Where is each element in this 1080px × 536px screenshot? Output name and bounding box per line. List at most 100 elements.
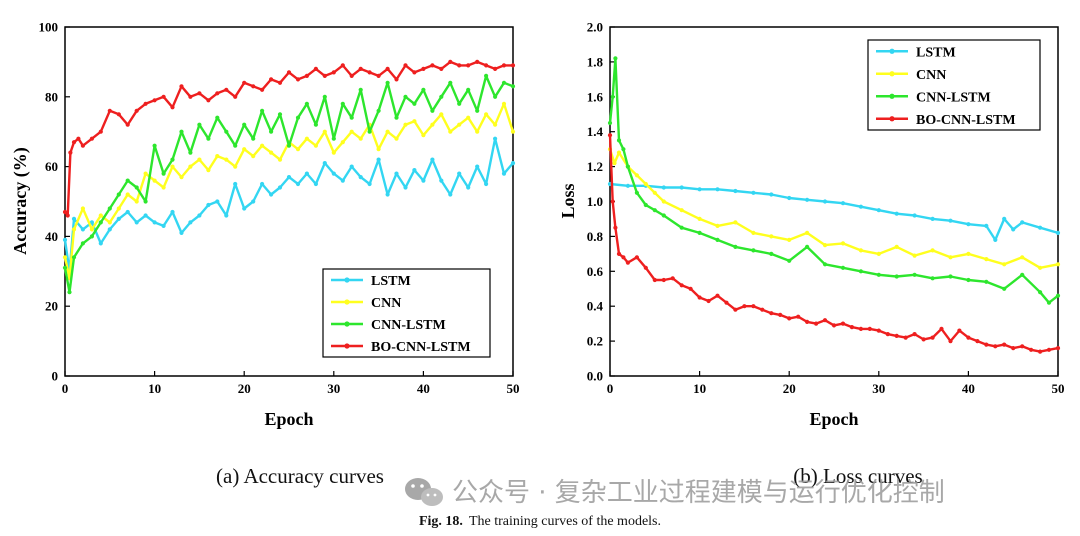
loss-point-cnn — [652, 190, 657, 195]
loss-point-bo-cnn-lstm — [697, 295, 702, 300]
loss-point-bo-cnn-lstm — [921, 337, 926, 342]
acc-point-cnn-lstm — [98, 220, 103, 225]
acc-point-lstm — [116, 216, 121, 221]
loss-point-bo-cnn-lstm — [867, 326, 872, 331]
acc-point-cnn-lstm — [251, 136, 256, 141]
loss-point-cnn-lstm — [607, 120, 613, 126]
loss-point-cnn — [634, 173, 640, 178]
loss-legend-label: LSTM — [916, 45, 956, 60]
loss-point-bo-cnn-lstm — [751, 304, 756, 309]
loss-point-bo-cnn-lstm — [966, 335, 971, 340]
loss-point-cnn — [643, 181, 648, 187]
loss-x-tick-label: 50 — [1052, 381, 1065, 396]
loss-plot: 0 10 20 30 40 50 0.0 0.2 0.4 0.6 0.8 1.0 1.2 1.4 1.6 1.… — [558, 20, 1065, 430]
acc-point-lstm — [484, 181, 489, 187]
acc-point-cnn — [331, 150, 336, 155]
loss-point-bo-cnn-lstm — [715, 293, 720, 298]
loss-point-cnn-lstm — [652, 208, 657, 213]
loss-point-cnn — [912, 253, 917, 258]
acc-point-lstm — [161, 223, 166, 228]
acc-point-cnn — [134, 199, 139, 204]
loss-ticks: 0 10 20 30 40 50 0.0 0.2 0.4 0.6 0.8 1.0 1.2 1.4 1.6 1.… — [587, 20, 1065, 397]
loss-point-lstm — [993, 237, 998, 242]
acc-point-cnn — [313, 143, 318, 148]
acc-point-lstm — [242, 206, 247, 211]
acc-point-cnn-lstm — [421, 87, 426, 92]
acc-series-line-lstm — [63, 137, 514, 273]
acc-point-cnn-lstm — [224, 129, 229, 134]
loss-point-cnn-lstm — [912, 272, 917, 277]
loss-point-cnn — [966, 251, 971, 256]
acc-point-cnn-lstm — [448, 80, 453, 85]
loss-point-bo-cnn-lstm — [984, 342, 989, 347]
acc-point-bo-cnn-lstm — [430, 63, 435, 68]
loss-point-lstm — [679, 185, 684, 190]
loss-point-cnn-lstm — [616, 138, 622, 143]
loss-point-cnn-lstm — [1020, 272, 1025, 277]
acc-point-lstm — [143, 213, 148, 218]
acc-point-cnn-lstm — [376, 108, 381, 113]
acc-point-cnn-lstm — [466, 87, 471, 92]
acc-point-cnn-lstm — [304, 101, 309, 106]
acc-point-bo-cnn-lstm — [215, 91, 220, 96]
acc-point-cnn — [295, 147, 301, 152]
loss-point-cnn-lstm — [930, 276, 935, 281]
acc-point-cnn-lstm — [340, 101, 345, 106]
acc-point-lstm — [286, 175, 292, 180]
watermark-text: 公众号 · 复杂工业过程建模与运行优化控制 — [452, 478, 945, 508]
loss-y-tick-label: 1.2 — [587, 159, 603, 174]
acc-point-lstm — [134, 220, 139, 225]
loss-point-cnn — [697, 216, 702, 221]
acc-x-tick-label: 30 — [327, 381, 340, 396]
loss-point-lstm — [1020, 220, 1025, 225]
loss-point-cnn-lstm — [805, 244, 810, 249]
acc-point-bo-cnn-lstm — [286, 70, 292, 75]
loss-point-bo-cnn-lstm — [1020, 344, 1025, 349]
loss-point-lstm — [1011, 227, 1016, 232]
acc-point-bo-cnn-lstm — [68, 150, 73, 155]
acc-point-lstm — [80, 227, 85, 232]
loss-point-bo-cnn-lstm — [814, 321, 819, 326]
loss-point-bo-cnn-lstm — [634, 255, 640, 260]
loss-legend: LSTM CNN CNN-LSTM BO-CNN-LSTM — [867, 39, 1041, 131]
acc-point-bo-cnn-lstm — [125, 122, 130, 127]
acc-point-bo-cnn-lstm — [134, 108, 139, 113]
acc-point-cnn — [260, 143, 265, 148]
acc-point-bo-cnn-lstm — [62, 209, 68, 215]
acc-point-cnn-lstm — [484, 73, 489, 78]
acc-point-lstm — [295, 181, 301, 187]
acc-point-lstm — [179, 230, 184, 235]
loss-point-bo-cnn-lstm — [831, 323, 837, 328]
loss-y-tick-label: 1.6 — [587, 89, 604, 104]
loss-point-lstm — [1002, 216, 1007, 221]
loss-y-tick-label: 0.0 — [587, 369, 603, 384]
loss-point-bo-cnn-lstm — [930, 335, 935, 340]
acc-point-cnn-lstm — [439, 94, 444, 99]
loss-point-lstm — [715, 187, 720, 192]
subcaption-b: (b) Loss curves — [793, 464, 922, 488]
loss-y-tick-label: 0.6 — [587, 264, 604, 279]
acc-point-cnn-lstm — [179, 129, 184, 134]
loss-legend-marker — [889, 71, 895, 77]
acc-point-bo-cnn-lstm — [510, 63, 516, 68]
acc-point-lstm — [62, 237, 68, 242]
acc-point-bo-cnn-lstm — [376, 73, 381, 78]
acc-point-cnn-lstm — [322, 94, 327, 99]
acc-point-cnn — [98, 213, 103, 218]
loss-point-cnn-lstm — [661, 213, 666, 218]
acc-point-cnn-lstm — [457, 101, 462, 106]
subcaption-a: (a) Accuracy curves — [216, 464, 384, 488]
acc-point-lstm — [71, 216, 77, 221]
loss-point-cnn-lstm — [984, 279, 989, 284]
acc-y-tick-label: 60 — [45, 159, 58, 174]
acc-point-bo-cnn-lstm — [412, 70, 417, 75]
acc-point-cnn — [358, 136, 363, 141]
acc-point-cnn-lstm — [358, 87, 363, 92]
acc-point-cnn-lstm — [80, 241, 85, 246]
acc-point-cnn — [304, 136, 309, 141]
acc-point-cnn — [62, 255, 68, 260]
acc-point-bo-cnn-lstm — [206, 98, 211, 103]
acc-series-line-cnn — [63, 102, 515, 280]
acc-point-lstm — [358, 175, 363, 180]
loss-point-lstm — [840, 201, 846, 206]
